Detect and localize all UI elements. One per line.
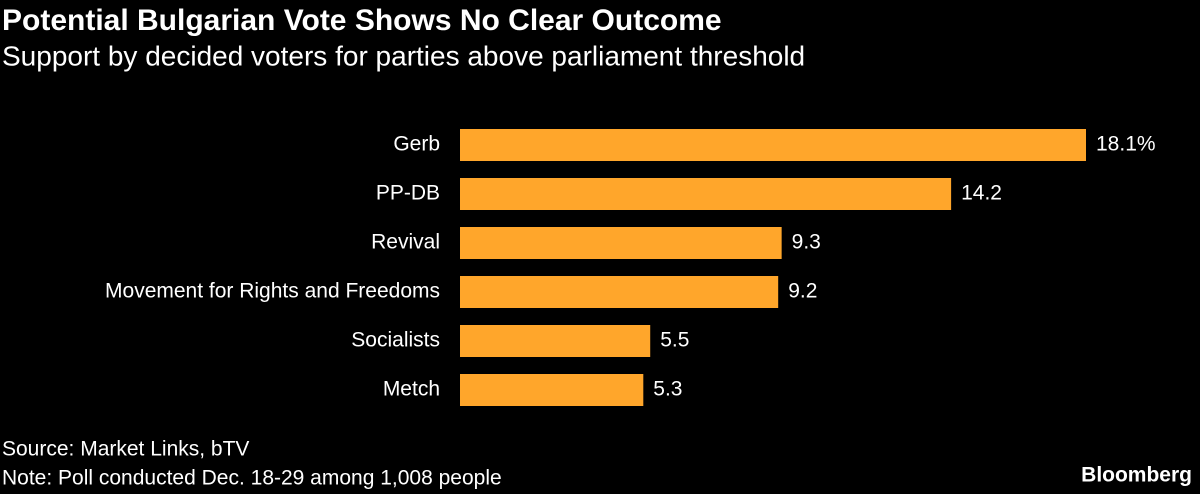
value-label: 9.2 [788,280,817,303]
bar [460,178,952,210]
value-label: 18.1% [1096,133,1156,156]
source: Source: Market Links, bTV [2,438,249,461]
logo: Bloomberg [1081,464,1192,487]
bar [460,374,644,406]
chart-subtitle: Support by decided voters for parties ab… [2,40,805,71]
bar [460,227,782,259]
category-label: Metch [383,378,440,401]
bar [460,325,651,357]
value-label: 5.5 [660,329,689,352]
category-label: Gerb [393,133,440,156]
category-label: Revival [371,231,440,254]
bar [460,276,779,308]
note: Note: Poll conducted Dec. 18-29 among 1,… [2,467,502,490]
category-label: Movement for Rights and Freedoms [105,280,440,303]
chart-title: Potential Bulgarian Vote Shows No Clear … [2,4,722,37]
bar [460,129,1086,161]
category-label: Socialists [351,329,440,352]
value-label: 14.2 [961,182,1002,205]
value-label: 5.3 [653,378,682,401]
category-label: PP-DB [376,182,440,205]
value-label: 9.3 [792,231,821,254]
